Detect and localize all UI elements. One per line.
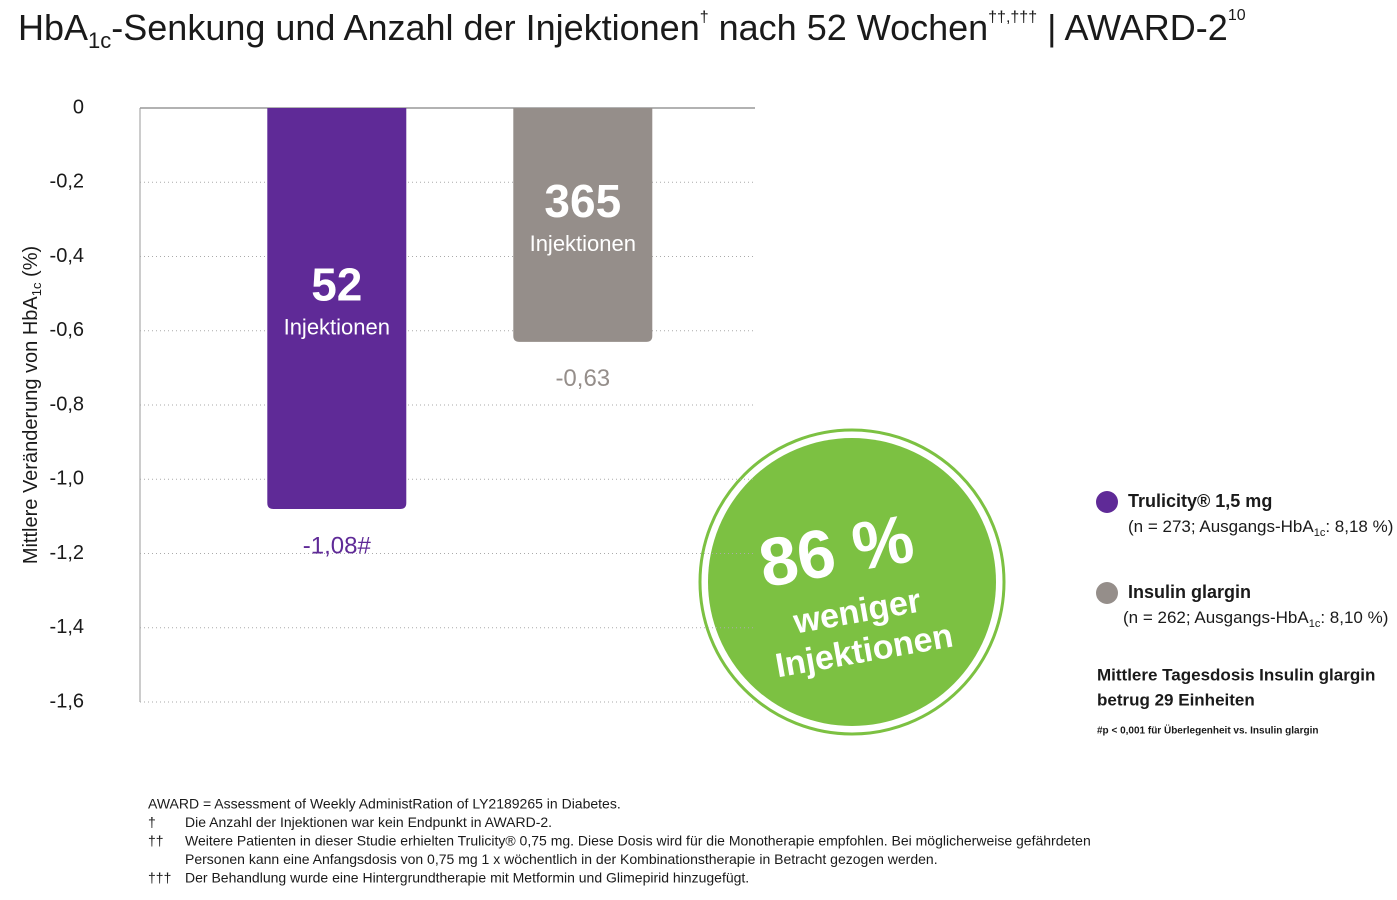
y-label-sub: 1c [29, 282, 44, 296]
y-tick-label: -0,8 [50, 393, 84, 415]
chart-title: HbA1c-Senkung und Anzahl der Injektionen… [18, 7, 1246, 53]
title-part: | AWARD-2 [1037, 7, 1228, 48]
bar-count-label: Injektionen [530, 231, 636, 256]
footnote-text: Der Behandlung wurde eine Hintergrundthe… [185, 870, 749, 886]
title-part: HbA [18, 7, 88, 48]
legend-detail-part: : 8,18 %) [1325, 517, 1393, 536]
legend-marker [1096, 491, 1118, 513]
y-label-part: (%) [20, 246, 42, 283]
footnote-text: Weitere Patienten in dieser Studie erhie… [185, 833, 1091, 849]
title-sup: † [700, 9, 709, 26]
value-label: -1,08# [303, 532, 372, 559]
bar [513, 108, 653, 342]
note: Mittlere Tagesdosis Insulin glargin [1097, 665, 1375, 684]
legend-detail-part: (n = 262; Ausgangs-HbA [1123, 608, 1309, 627]
footnote-marker: ††† [148, 870, 171, 886]
title-sup: ††,††† [988, 9, 1037, 26]
legend-marker [1096, 582, 1118, 604]
footnote-text: Personen kann eine Anfangsdosis von 0,75… [185, 851, 938, 867]
legend-detail-part: 1c [1309, 618, 1321, 630]
legend-label: Insulin glargin [1128, 582, 1251, 602]
badge: 86 % weniger Injektionen [698, 428, 1006, 736]
title-sub: 1c [88, 28, 111, 53]
y-tick-label: -0,4 [50, 245, 84, 267]
legend-detail-part: : 8,10 %) [1320, 608, 1388, 627]
badge-circle [708, 438, 996, 726]
bar-count: 52 [311, 259, 362, 311]
footnote-marker: † [148, 814, 156, 830]
title-sup: 10 [1228, 7, 1246, 24]
y-tick-label: -0,6 [50, 319, 84, 341]
note: betrug 29 Einheiten [1097, 690, 1255, 709]
footnote-text: AWARD = Assessment of Weekly AdministRat… [148, 796, 621, 812]
legend-detail-part: 1c [1314, 527, 1326, 539]
y-tick-label: -1,2 [50, 542, 84, 564]
y-tick-label: -0,2 [50, 171, 84, 193]
footnote-marker: †† [148, 833, 164, 849]
y-tick-label: -1,6 [50, 690, 84, 712]
legend-detail-part: (n = 273; Ausgangs-HbA [1128, 517, 1314, 536]
y-axis-label: Mittlere Veränderung von HbA1c (%) [20, 246, 44, 564]
y-label-part: Mittlere Veränderung von HbA [20, 296, 42, 565]
y-tick-label: 0 [73, 96, 84, 118]
footnote-text: Die Anzahl der Injektionen war kein Endp… [185, 814, 552, 830]
title-part: -Senkung und Anzahl der Injektionen [111, 7, 699, 48]
bar-count-label: Injektionen [284, 314, 390, 339]
legend-detail: (n = 262; Ausgangs-HbA1c: 8,10 %) [1123, 608, 1388, 629]
y-tick-label: -1,0 [50, 468, 84, 490]
y-tick-label: -1,4 [50, 616, 84, 638]
title-part: nach 52 Wochen [709, 7, 989, 48]
bar-count: 365 [544, 175, 621, 227]
significance-note: #p < 0,001 für Überlegenheit vs. Insulin… [1097, 724, 1318, 737]
legend-detail: (n = 273; Ausgangs-HbA1c: 8,18 %) [1128, 517, 1393, 538]
bar [267, 108, 407, 509]
legend-label: Trulicity® 1,5 mg [1128, 491, 1272, 511]
value-label: -0,63 [555, 365, 610, 392]
